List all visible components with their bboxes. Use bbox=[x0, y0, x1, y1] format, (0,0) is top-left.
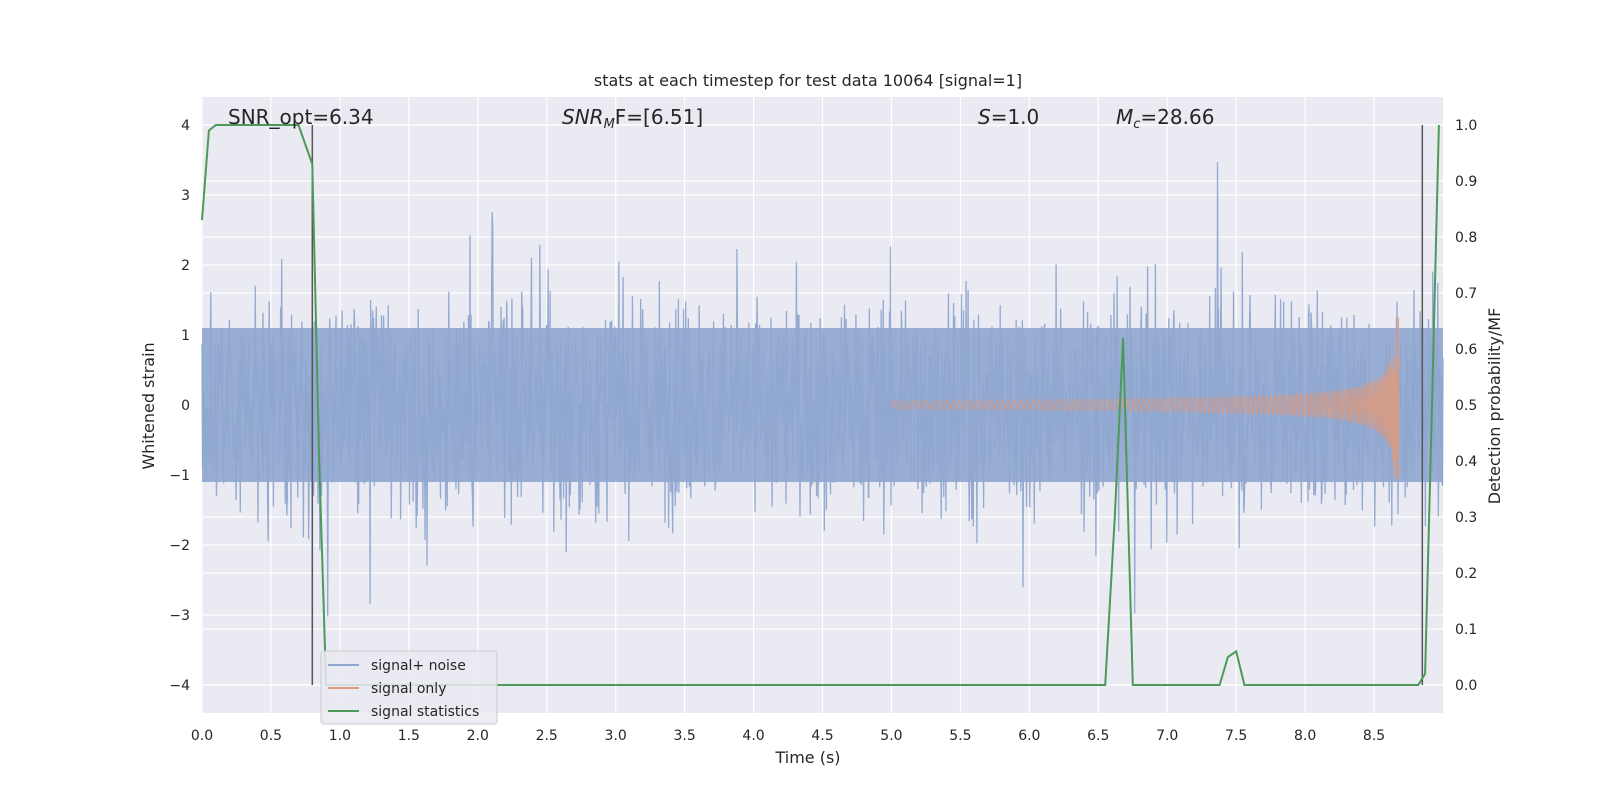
x-tick-label: 0.0 bbox=[191, 728, 213, 744]
x-tick-label: 1.0 bbox=[329, 728, 351, 744]
x-tick-label: 0.5 bbox=[260, 728, 282, 744]
x-axis-ticks: 0.0 0.5 1.0 1.5 2.0 2.5 3.0 3.5 4.0 4.5 5.0 5.5 6.0 6… bbox=[191, 728, 1385, 744]
x-tick-label: 2.0 bbox=[467, 728, 489, 744]
x-tick-label: 3.0 bbox=[605, 728, 627, 744]
y-left-tick-label: 1 bbox=[181, 328, 190, 344]
y-right-tick-label: 0.8 bbox=[1455, 230, 1477, 246]
x-tick-label: 3.5 bbox=[673, 728, 695, 744]
y-right-tick-label: 0.7 bbox=[1455, 286, 1477, 302]
y-right-tick-label: 0.2 bbox=[1455, 566, 1477, 582]
annotation-s: S=1.0 bbox=[978, 105, 1039, 129]
series-signal-only bbox=[890, 316, 1400, 480]
y-left-tick-label: −4 bbox=[169, 678, 190, 694]
signal-statistics-line bbox=[201, 124, 1440, 686]
y-right-tick-label: 1.0 bbox=[1455, 118, 1477, 134]
y-right-axis-ticks: 1.0 0.9 0.8 0.7 0.6 0.5 0.4 0.3 0.2 0.1 0.0 bbox=[1455, 118, 1477, 694]
chart-title: stats at each timestep for test data 100… bbox=[594, 71, 1022, 90]
y-left-tick-label: 4 bbox=[181, 118, 190, 134]
y-left-tick-label: 0 bbox=[181, 398, 190, 414]
y-right-tick-label: 0.6 bbox=[1455, 342, 1477, 358]
x-tick-label: 8.0 bbox=[1294, 728, 1316, 744]
y-right-axis-label: Detection probability/MF bbox=[1485, 308, 1504, 505]
x-tick-label: 7.0 bbox=[1156, 728, 1178, 744]
x-axis-label: Time (s) bbox=[774, 748, 840, 767]
y-right-tick-label: 0.0 bbox=[1455, 678, 1477, 694]
y-right-tick-label: 0.1 bbox=[1455, 622, 1477, 638]
x-tick-label: 4.5 bbox=[811, 728, 833, 744]
y-left-axis-label: Whitened strain bbox=[139, 342, 158, 469]
annotation-snr-opt: SNR_opt=6.34 bbox=[228, 105, 374, 129]
legend-label-signal-only: signal only bbox=[371, 681, 446, 697]
annotation-snr-mf: SNRMF=[6.51] bbox=[562, 105, 703, 132]
legend: signal+ noise signal only signal statist… bbox=[320, 650, 498, 725]
series-signal-statistics bbox=[201, 124, 1440, 686]
signal-plus-noise-band bbox=[202, 328, 1443, 482]
legend-label-signal-statistics: signal statistics bbox=[371, 704, 479, 720]
series-signal-plus-noise bbox=[201, 162, 1444, 617]
vertical-markers bbox=[311, 125, 1424, 685]
y-left-tick-label: −2 bbox=[169, 538, 190, 554]
x-tick-label: 4.0 bbox=[742, 728, 764, 744]
y-right-tick-label: 0.4 bbox=[1455, 454, 1477, 470]
x-tick-label: 2.5 bbox=[536, 728, 558, 744]
y-left-tick-label: 3 bbox=[181, 188, 190, 204]
x-tick-label: 7.5 bbox=[1225, 728, 1247, 744]
legend-label-signal-plus-noise: signal+ noise bbox=[371, 658, 466, 674]
y-left-tick-label: −1 bbox=[169, 468, 190, 484]
x-tick-label: 6.5 bbox=[1087, 728, 1109, 744]
x-tick-label: 8.5 bbox=[1363, 728, 1385, 744]
y-left-tick-label: 2 bbox=[181, 258, 190, 274]
x-tick-label: 5.0 bbox=[880, 728, 902, 744]
x-tick-label: 5.5 bbox=[949, 728, 971, 744]
annotation-mc: Mc=28.66 bbox=[1116, 105, 1214, 132]
y-left-axis-ticks: 4 3 2 1 0 −1 −2 −3 −4 bbox=[169, 118, 190, 694]
x-tick-label: 6.0 bbox=[1018, 728, 1040, 744]
y-right-tick-label: 0.5 bbox=[1455, 398, 1477, 414]
y-right-tick-label: 0.3 bbox=[1455, 510, 1477, 526]
y-right-tick-label: 0.9 bbox=[1455, 174, 1477, 190]
signal-only-line bbox=[890, 316, 1400, 480]
x-tick-label: 1.5 bbox=[398, 728, 420, 744]
y-left-tick-label: −3 bbox=[169, 608, 190, 624]
